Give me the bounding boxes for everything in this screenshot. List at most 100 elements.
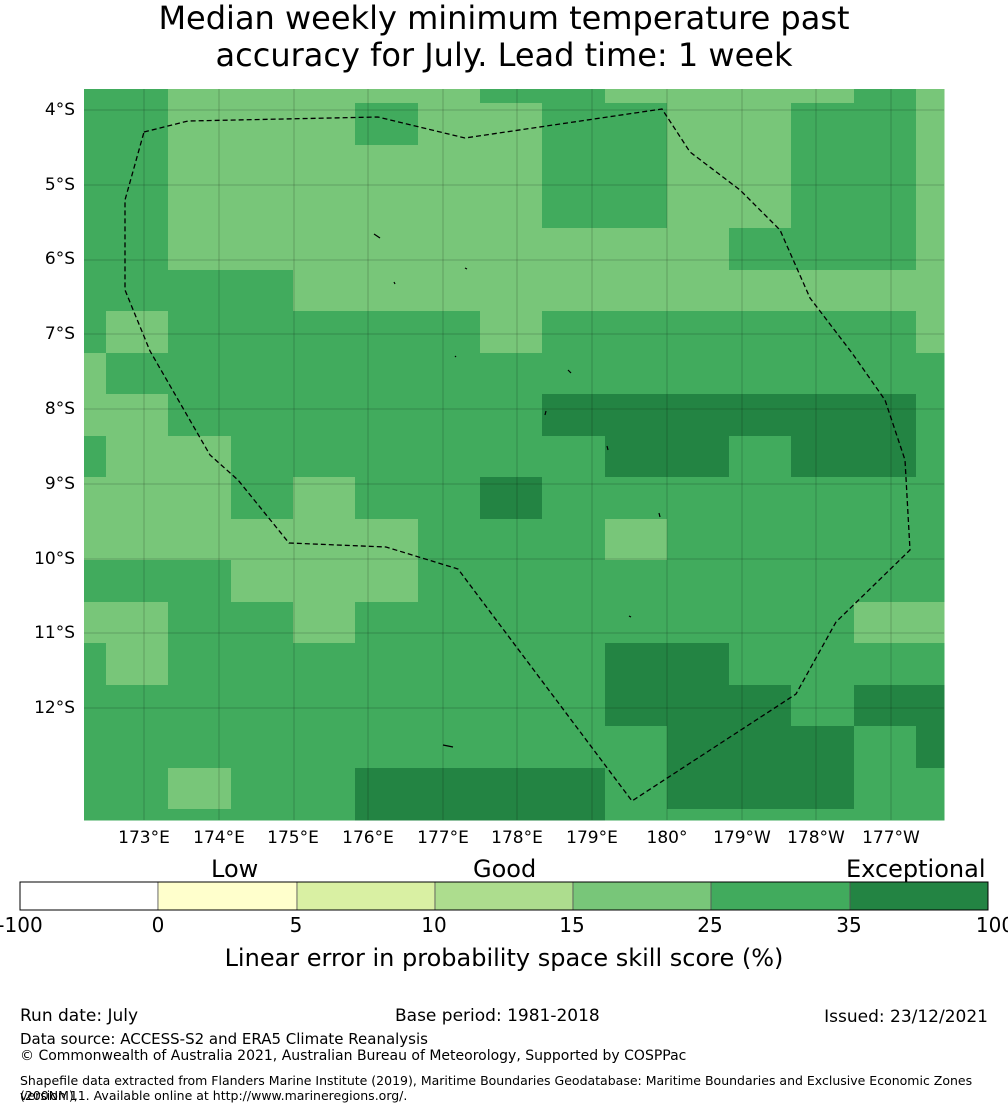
grid-cell: [729, 643, 792, 686]
colorbar-segment: [849, 881, 989, 911]
grid-cell: [106, 726, 169, 769]
grid-cell: [418, 560, 481, 603]
lon-label: 173°E: [118, 828, 170, 848]
grid-cell: [791, 685, 855, 727]
grid-cell: [106, 809, 169, 821]
grid-cell: [480, 145, 543, 187]
grid-cell: [480, 89, 543, 104]
grid-cell: [480, 726, 543, 769]
grid-cell: [355, 602, 419, 644]
grid-cell: [916, 89, 945, 104]
colorbar-tick: 25: [697, 913, 723, 937]
grid-cell: [418, 311, 481, 354]
colorbar-segment: [296, 881, 436, 911]
grid-cell: [355, 809, 419, 821]
grid-cell: [231, 89, 294, 104]
grid-cell: [293, 477, 356, 520]
grid-cell: [355, 145, 419, 187]
grid-cell: [293, 228, 356, 271]
grid-cell: [168, 768, 232, 810]
lat-label: 12°S: [34, 698, 75, 718]
grid-cell: [231, 103, 294, 146]
eez-boundary: [124, 108, 911, 802]
lat-label: 8°S: [44, 399, 75, 419]
grid-cell: [729, 809, 792, 821]
grid-cell: [84, 519, 107, 561]
grid-cell: [168, 270, 232, 312]
grid-cell: [667, 519, 730, 561]
grid-cell: [667, 311, 730, 354]
grid-cell: [729, 519, 792, 561]
grid-cell: [605, 394, 668, 437]
grid-cell: [791, 353, 855, 395]
grid-cell: [542, 809, 606, 821]
grid-cell: [542, 353, 606, 395]
lat-label: 5°S: [44, 175, 75, 195]
grid-cell: [168, 643, 232, 686]
grid-cell: [231, 311, 294, 354]
grid-cell: [854, 270, 917, 312]
grid-cell: [355, 436, 419, 478]
grid-cell: [667, 436, 730, 478]
grid-cell: [729, 726, 792, 769]
grid-cell: [729, 228, 792, 271]
grid-cell: [355, 311, 419, 354]
grid-cell: [84, 145, 107, 187]
grid-cell: [480, 685, 543, 727]
grid-cell: [293, 560, 356, 603]
grid-cell: [168, 436, 232, 478]
grid-cell: [168, 228, 232, 271]
grid-cell: [84, 103, 107, 146]
grid-cell: [293, 103, 356, 146]
colorbar-segment: [434, 881, 574, 911]
colorbar-tick: 0: [151, 913, 165, 937]
grid-cell: [667, 270, 730, 312]
grid-cell: [106, 89, 169, 104]
grid-cell: [480, 436, 543, 478]
grid-cell: [355, 186, 419, 229]
lat-label: 11°S: [34, 623, 75, 643]
colorbar-segment: [157, 881, 298, 911]
grid-cell: [729, 89, 792, 104]
grid-cell: [791, 726, 855, 769]
grid-cell: [542, 560, 606, 603]
grid-cell: [854, 685, 917, 727]
grid-cell: [84, 643, 107, 686]
graticule: [84, 89, 944, 820]
grid-cell: [168, 103, 232, 146]
grid-cell: [791, 602, 855, 644]
grid-cell: [854, 809, 917, 821]
shapefile-credit-line1: Shapefile data extracted from Flanders M…: [20, 1073, 973, 1103]
colorbar-tick: -100: [0, 913, 43, 937]
grid-cell: [84, 809, 107, 821]
grid-cell: [106, 270, 169, 312]
grid-cell: [605, 89, 668, 104]
grid-cell: [667, 643, 730, 686]
grid-cell: [791, 103, 855, 146]
grid-cell: [542, 602, 606, 644]
grid-cell: [854, 228, 917, 271]
grid-cell: [542, 394, 606, 437]
grid-cell: [106, 353, 169, 395]
grid-cell: [231, 685, 294, 727]
grid-cell: [916, 228, 945, 271]
grid-cell: [605, 103, 668, 146]
grid-cell: [854, 186, 917, 229]
grid-cell: [791, 145, 855, 187]
colorbar-segment: [710, 881, 851, 911]
grid-cell: [418, 768, 481, 810]
grid-cell: [605, 685, 668, 727]
grid-cell: [293, 394, 356, 437]
grid-cell: [231, 353, 294, 395]
grid-cell: [916, 353, 945, 395]
colorbar-tick: 35: [836, 913, 862, 937]
grid-cell: [605, 436, 668, 478]
grid-cell: [916, 726, 945, 769]
grid-cell: [231, 145, 294, 187]
grid-cell: [542, 726, 606, 769]
lat-label: 6°S: [44, 249, 75, 269]
grid-cell: [729, 768, 792, 810]
grid-cell: [542, 89, 606, 104]
grid-cell: [667, 726, 730, 769]
grid-cell: [231, 270, 294, 312]
